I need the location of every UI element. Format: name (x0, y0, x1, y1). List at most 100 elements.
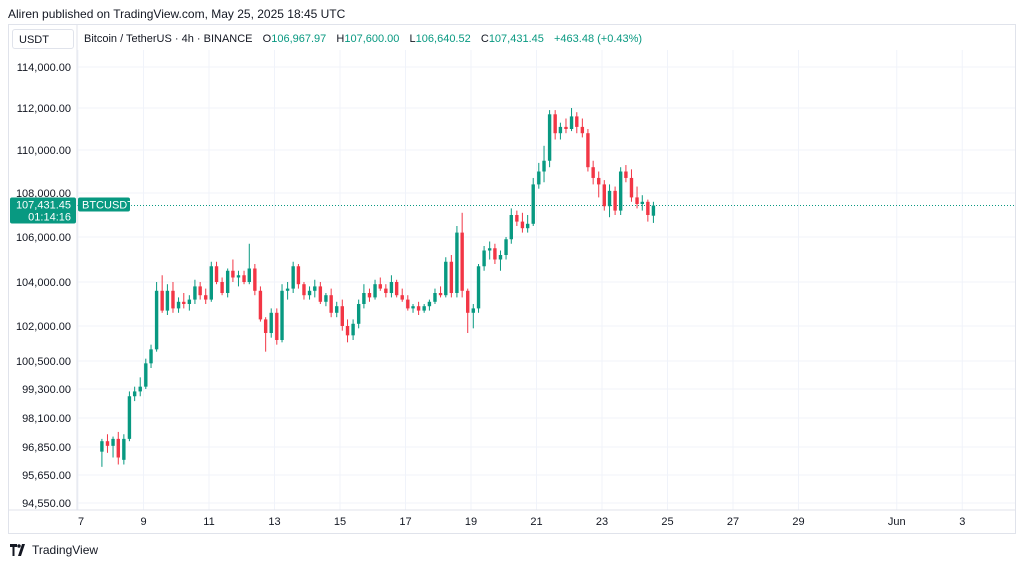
candle-body-up (558, 126, 563, 134)
candle-body-up (187, 299, 192, 304)
candle-body-up (640, 201, 644, 204)
price-tag: 107,431.45 01:14:16 BTCUSDT (10, 197, 134, 224)
candle-body-down (340, 306, 344, 326)
low-value: 106,640.52 (415, 33, 471, 45)
candle-body-up (504, 239, 508, 255)
candle-body-up (444, 261, 448, 296)
candle-body-down (406, 299, 410, 309)
candle-body-down (394, 282, 399, 296)
candle-body-down (602, 184, 606, 207)
candle-body-down (575, 116, 579, 127)
candle-body-down (198, 286, 202, 296)
time-axis: 7 9 11 13 15 17 19 21 23 25 27 29 Jun 3 (8, 509, 1016, 528)
x-tick-label: 11 (203, 516, 214, 528)
candle-body-up (547, 114, 552, 161)
y-tick-label: 108,000.00 (16, 188, 71, 200)
candle-body-up (291, 266, 295, 289)
candle-body-down (329, 295, 333, 313)
x-tick-label: 13 (268, 516, 280, 528)
candle-body-up (569, 116, 574, 129)
footer-brand[interactable]: TradingView (10, 542, 98, 558)
tradingview-logo-icon (10, 544, 25, 556)
candle-body-up (225, 270, 230, 293)
x-tick-label: 19 (465, 516, 477, 528)
candle-body-up (509, 215, 513, 240)
x-tick-label: 25 (661, 516, 673, 528)
chart-frame (8, 24, 1016, 534)
y-tick-label: 110,000.00 (17, 145, 71, 157)
candle-body-down (520, 221, 525, 229)
candle-body-up (127, 396, 132, 439)
candle-body-down (204, 295, 208, 300)
candle-body-down (171, 290, 175, 309)
price-axis: 94,550.00 95,650.00 96,850.00 98,100.00 99,3… (16, 24, 78, 510)
close-label: C (480, 33, 489, 45)
candle-body-down (116, 438, 120, 458)
candle-body-down (515, 215, 519, 222)
candle-body-up (537, 171, 541, 185)
candle-body-up (411, 306, 415, 309)
x-tick-label: 9 (140, 516, 146, 528)
candle-body-down (597, 177, 601, 185)
candle-body-down (263, 319, 268, 333)
change-value: +463.48 (+0.43%) (554, 33, 643, 45)
candle-body-up (285, 288, 290, 291)
candle-body-down (624, 171, 628, 178)
candle-body-up (335, 306, 339, 313)
candle-body-down (629, 177, 634, 198)
y-tick-label: 98,100.00 (22, 413, 71, 425)
candle-body-down (242, 275, 246, 282)
candle-body-up (236, 275, 241, 278)
y-tick-label: 106,000.00 (16, 232, 71, 244)
price-tag-countdown: 01:14:16 (28, 212, 71, 224)
candle-body-down (378, 284, 382, 289)
candle-body-down (253, 268, 257, 291)
candle-body-up (209, 266, 213, 300)
close-value: 107,431.45 (488, 33, 544, 45)
candle-body-up (455, 232, 459, 293)
y-tick-label: 96,850.00 (22, 442, 71, 454)
candle-body-down (182, 301, 186, 304)
candle-body-up (389, 282, 394, 293)
candle-body-down (367, 293, 372, 298)
candle-body-up (111, 438, 115, 446)
high-value: 107,600.00 (344, 33, 400, 45)
candle-body-up (531, 184, 535, 224)
candle-body-up (542, 160, 546, 172)
price-tag-background (10, 197, 76, 224)
x-tick-label: Jun (888, 516, 906, 528)
candle-body-down (586, 133, 590, 168)
open-label: O (262, 33, 272, 45)
candle-body-up (154, 290, 159, 350)
candle-body-up (356, 304, 361, 324)
candle-body-down (493, 248, 497, 260)
candle-body-up (324, 295, 328, 302)
candle-body-down (318, 286, 323, 302)
y-tick-label: 114,000.00 (17, 62, 71, 74)
candle-body-down (635, 197, 639, 204)
candle-body-up (149, 349, 153, 364)
x-tick-label: 23 (596, 516, 608, 528)
quote-currency-button[interactable]: USDT (12, 29, 74, 49)
y-tick-label: 100,500.00 (16, 356, 71, 368)
candle-body-up (313, 286, 317, 291)
x-tick-label: 17 (399, 516, 411, 528)
candle-body-down (591, 167, 595, 178)
candle-body-down (275, 312, 279, 340)
candle-body-down (345, 326, 350, 336)
x-tick-label: 27 (727, 516, 739, 528)
candle-body-down (466, 290, 470, 313)
candle-body-up (618, 171, 623, 211)
candle-body-up (307, 290, 312, 296)
symbol-description[interactable]: Bitcoin / TetherUS · 4h · BINANCE (84, 33, 253, 45)
open-value: 106,967.97 (271, 33, 327, 45)
candle-body-up (525, 223, 530, 229)
candle-body-down (449, 261, 454, 293)
candle-body-down (613, 190, 617, 211)
symbol-tag-label: BTCUSDT (82, 200, 134, 212)
candle-body-up (607, 190, 612, 207)
y-tick-label: 95,650.00 (22, 470, 71, 482)
candle-body-down (460, 232, 464, 291)
x-tick-label: 21 (530, 516, 542, 528)
